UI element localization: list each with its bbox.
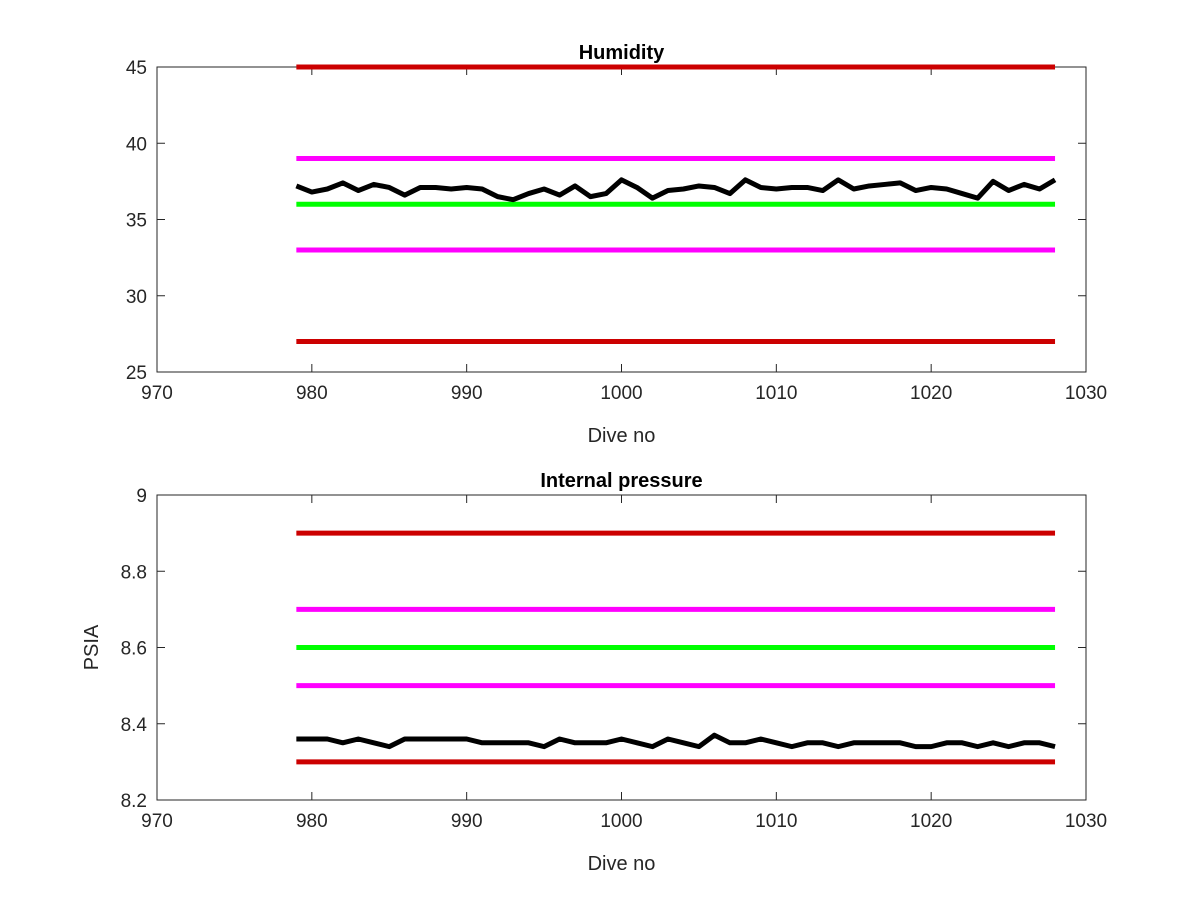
pressure-y-axis-label: PSIA xyxy=(81,624,103,670)
humidity-y-tick-label: 25 xyxy=(126,363,147,384)
humidity-data-line-0 xyxy=(295,177,1057,203)
humidity-y-tick-label: 40 xyxy=(126,134,147,155)
internal-pressure-subplot: 970 980 990 1000 1010 1020 1030 8.2 8.4 8.6 8.8 9 In… xyxy=(81,470,1107,875)
pressure-x-tick-label: 1010 xyxy=(755,811,797,832)
pressure-x-tick-label: 990 xyxy=(451,811,483,832)
humidity-x-tick-label: 1020 xyxy=(910,383,952,404)
humidity-axes-box xyxy=(156,66,1087,373)
humidity-y-tick-label: 45 xyxy=(126,58,147,79)
humidity-x-tick-label: 970 xyxy=(141,383,173,404)
humidity-y-tick-label: 35 xyxy=(126,211,147,232)
humidity-y-tick-label: 30 xyxy=(126,287,147,308)
pressure-x-axis-label: Dive no xyxy=(588,853,656,875)
humidity-x-tick-label: 1000 xyxy=(600,383,642,404)
humidity-title: Humidity xyxy=(579,42,665,64)
pressure-y-tick-label: 8.2 xyxy=(121,791,147,812)
pressure-y-tick-label: 8.6 xyxy=(121,639,147,660)
pressure-x-tick-label: 970 xyxy=(141,811,173,832)
humidity-subplot: 970 980 990 1000 1010 1020 1030 25 30 35 40 45 Humid… xyxy=(126,42,1107,447)
pressure-x-tick-label: 1020 xyxy=(910,811,952,832)
humidity-x-tick-label: 1010 xyxy=(755,383,797,404)
pressure-x-tick-label: 980 xyxy=(296,811,328,832)
humidity-x-tick-label: 990 xyxy=(451,383,483,404)
pressure-x-tick-label: 1030 xyxy=(1065,811,1107,832)
pressure-y-tick-label: 8.8 xyxy=(121,562,147,583)
pressure-title: Internal pressure xyxy=(540,470,702,492)
humidity-x-tick-label: 1030 xyxy=(1065,383,1107,404)
pressure-y-tick-label: 9 xyxy=(136,486,147,507)
humidity-x-tick-label: 980 xyxy=(296,383,328,404)
pressure-data-line-0 xyxy=(296,732,1056,750)
pressure-x-tick-label: 1000 xyxy=(600,811,642,832)
humidity-x-axis-label: Dive no xyxy=(588,425,656,447)
pressure-y-tick-label: 8.4 xyxy=(121,715,148,736)
